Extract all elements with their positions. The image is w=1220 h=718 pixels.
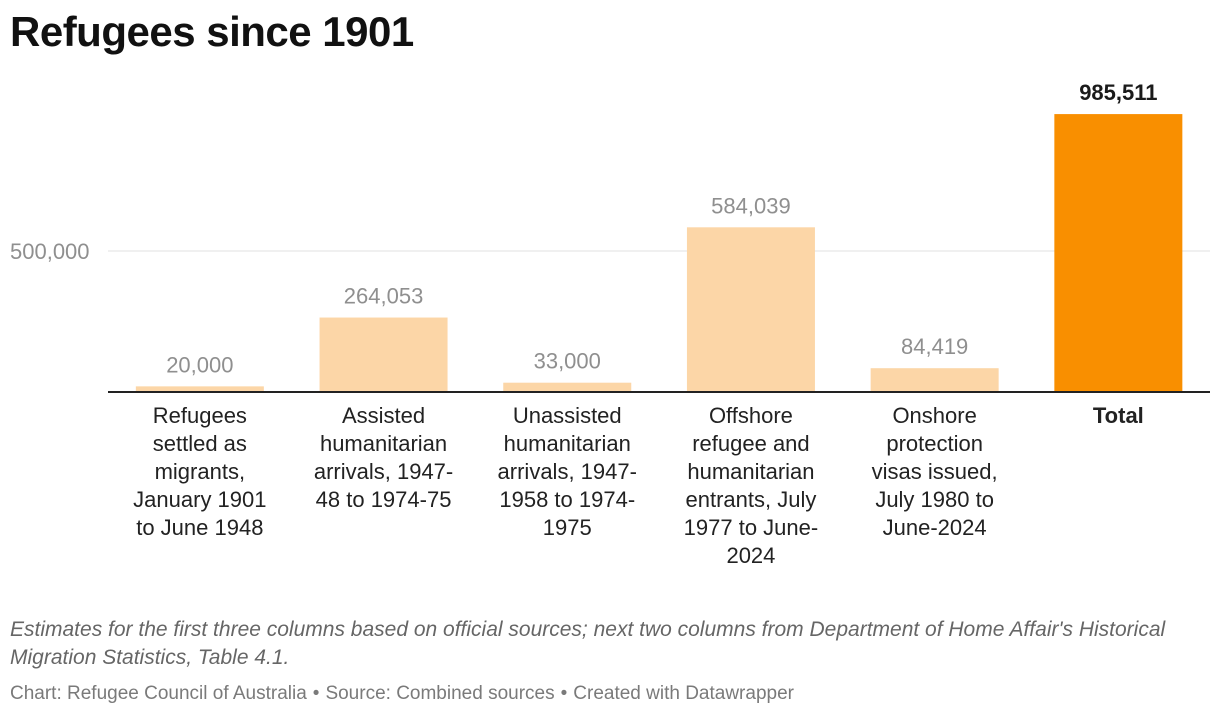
x-tick-label-line: settled as: [152, 431, 247, 456]
bar: [503, 382, 632, 392]
x-tick-label-line: refugee and: [692, 431, 810, 456]
x-tick-label-line: Offshore: [708, 403, 793, 428]
x-tick-label-line: 2024: [726, 543, 776, 568]
y-tick-label: 500,000: [10, 239, 90, 264]
bar: [1054, 114, 1183, 392]
x-tick-label-line: humanitarian: [503, 431, 631, 456]
x-tick-label-line: visas issued,: [871, 459, 998, 484]
byline-separator: •: [312, 683, 320, 704]
x-tick-label-line: arrivals, 1947-: [313, 459, 454, 484]
x-tick-label: Total: [1043, 402, 1193, 430]
bar-value-label: 264,053: [344, 284, 424, 309]
chart-notes: Estimates for the first three columns ba…: [10, 618, 1166, 669]
x-tick-label-line: Unassisted: [512, 403, 622, 428]
x-tick-label-line: 1975: [542, 515, 592, 540]
x-tick-label: Offshore refugee and humanitarian entrants,…: [676, 402, 826, 570]
x-tick-label: Onshore protection visas issued, July 1980 …: [860, 402, 1010, 542]
x-tick-label-line: 48 to 1974-75: [315, 487, 452, 512]
x-tick-label: Unassisted humanitarian arrivals, 1947- 195…: [492, 402, 642, 542]
chart-title: Refugees since 1901: [10, 8, 414, 55]
x-tick-label-line: migrants,: [154, 459, 246, 484]
bar: [686, 227, 815, 392]
byline-separator: •: [560, 683, 568, 704]
x-tick-label: Refugees settled as migrants, January 1901 t…: [125, 402, 275, 542]
x-tick-label-line: 1958 to 1974-: [499, 487, 636, 512]
byline-datawrapper-link[interactable]: Created with Datawrapper: [573, 683, 794, 704]
x-tick-label-line: humanitarian: [319, 431, 448, 456]
bar: [319, 317, 448, 392]
bar-value-label: 584,039: [711, 193, 791, 218]
x-tick-label-line: Assisted: [341, 403, 426, 428]
x-tick-label-line: January 1901: [133, 487, 267, 512]
bar-chart: 500,000 20,000 264,053 33,000 584,039 84,419 9…: [10, 80, 1210, 393]
x-tick-label-line: Total: [1092, 403, 1144, 428]
bar-value-label: 84,419: [901, 334, 968, 359]
x-tick-label-line: Refugees: [152, 403, 247, 428]
bar-value-label: 20,000: [166, 352, 233, 377]
bar: [135, 386, 264, 392]
x-tick-label-line: humanitarian: [687, 459, 815, 484]
x-tick-label-line: June-2024: [882, 515, 987, 540]
x-tick-label-line: protection: [886, 431, 983, 456]
x-tick-label-line: Onshore: [892, 403, 977, 428]
bar: [870, 368, 999, 392]
x-tick-label-line: to June 1948: [136, 515, 264, 540]
bar-value-label: 33,000: [534, 349, 601, 374]
x-tick-label-line: arrivals, 1947-: [497, 459, 637, 484]
byline-chart-credit: Chart: Refugee Council of Australia: [10, 683, 307, 704]
byline-source: Source: Combined sources: [325, 683, 555, 704]
x-tick-label-line: July 1980 to: [875, 487, 994, 512]
bar-value-label: 985,511: [1079, 80, 1157, 105]
x-tick-label-line: 1977 to June-: [683, 515, 819, 540]
x-tick-label-line: entrants, July: [685, 487, 817, 512]
byline: Chart: Refugee Council of Australia • Sour…: [10, 683, 794, 705]
x-tick-label: Assisted humanitarian arrivals, 1947- 48 to…: [309, 402, 459, 514]
